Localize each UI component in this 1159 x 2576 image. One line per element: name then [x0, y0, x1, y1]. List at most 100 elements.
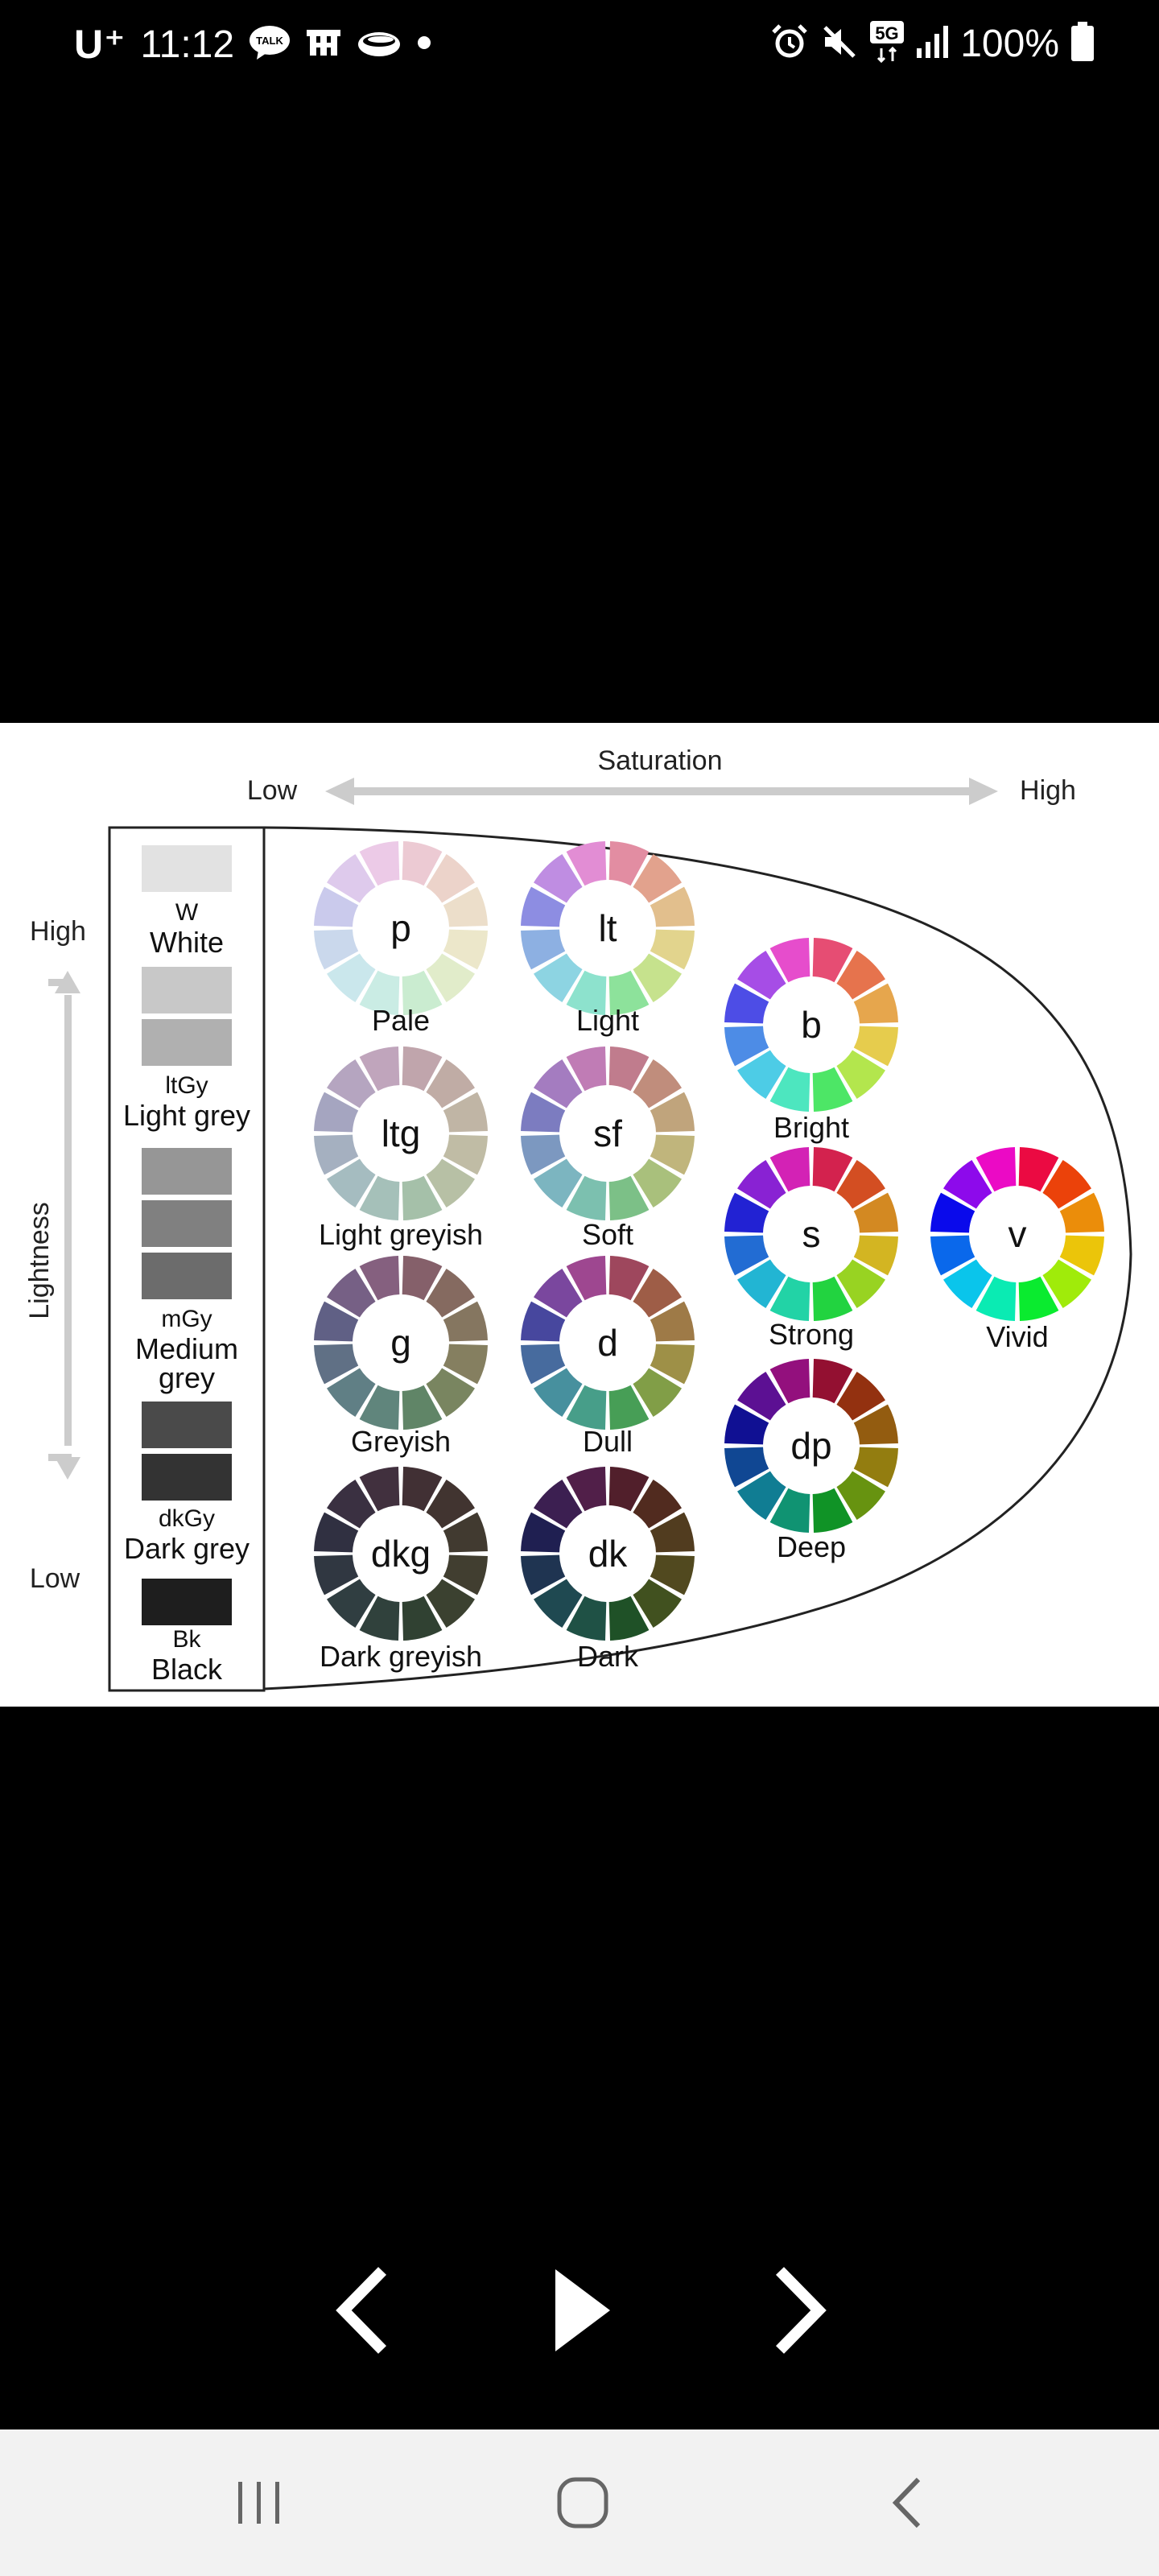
- tone-wheel-segment: [608, 1596, 650, 1641]
- tone-code-label: dp: [790, 1425, 831, 1467]
- tone-wheel-segment: [975, 1276, 1017, 1321]
- tone-wheel-segment: [769, 1276, 810, 1321]
- grey-code-label: Bk: [172, 1626, 201, 1653]
- recent-apps-button[interactable]: [195, 2458, 324, 2547]
- tone-wheel-center: [971, 1187, 1064, 1281]
- tone-wheel-dp: dp Deep: [724, 1359, 898, 1563]
- tone-wheel-segment: [443, 929, 488, 970]
- tone-wheel-segment: [853, 1447, 898, 1488]
- tone-wheel-segment: [359, 1385, 400, 1430]
- grey-swatch: [142, 1019, 232, 1066]
- grey-swatch: [142, 1148, 232, 1195]
- tone-wheel-center: [765, 978, 858, 1071]
- tone-wheel-segment: [737, 1259, 786, 1308]
- tone-name-label: Dull: [583, 1425, 633, 1458]
- tone-wheel-segment: [812, 1147, 853, 1192]
- tone-wheel-segment: [566, 1046, 607, 1092]
- tone-wheel-segment: [724, 1192, 769, 1233]
- home-icon: [557, 2477, 608, 2529]
- tone-wheel-segment: [566, 1596, 607, 1641]
- tone-wheel-segment: [853, 1192, 898, 1233]
- tone-wheel-segment: [650, 886, 695, 927]
- status-bar: U⁺ 11:12 TALK 5G 100%: [0, 0, 1159, 97]
- saturation-low-label: Low: [247, 775, 298, 806]
- tone-wheel-segment: [566, 1256, 607, 1301]
- tone-name-label: Pale: [372, 1004, 430, 1037]
- tone-wheel-segment: [314, 929, 359, 970]
- tone-wheel-segment: [1059, 1235, 1104, 1276]
- app-icon: [305, 27, 342, 63]
- tone-wheel-segment: [443, 1092, 488, 1133]
- tone-wheel-segment: [327, 953, 376, 1002]
- tone-wheel-segment: [769, 1067, 810, 1112]
- tone-wheel-segment: [769, 1147, 810, 1192]
- previous-button[interactable]: [307, 2246, 420, 2375]
- tone-wheel-segment: [812, 1488, 853, 1533]
- tone-wheel-segment: [443, 886, 488, 927]
- tone-wheel-segment: [633, 1059, 682, 1108]
- tone-code-label: p: [390, 907, 411, 949]
- tone-wheel-segment: [426, 1269, 475, 1318]
- tone-wheel-segment: [608, 1385, 650, 1430]
- tone-wheel-segment: [836, 1372, 885, 1421]
- kakaotalk-icon: TALK: [249, 25, 291, 64]
- tone-wheel-segment: [327, 1368, 376, 1417]
- tone-wheel-segment: [402, 841, 443, 886]
- tone-wheel-segment: [633, 1269, 682, 1318]
- tone-wheel-segment: [650, 929, 695, 970]
- recent-apps-icon: [238, 2482, 279, 2524]
- tone-wheel-center: [561, 1507, 654, 1600]
- previous-icon: [336, 2267, 387, 2354]
- tone-wheel-segment: [608, 1046, 650, 1092]
- tone-wheel-segment: [314, 1092, 359, 1133]
- grey-swatch: [142, 967, 232, 1013]
- tone-wheel-segment: [566, 1467, 607, 1512]
- tone-wheel-sf: sf Soft: [521, 1046, 695, 1251]
- alarm-icon: [770, 23, 809, 65]
- grey-swatch: [142, 845, 232, 892]
- tone-wheel-center: [561, 1087, 654, 1180]
- tone-wheel-segment: [812, 1067, 853, 1112]
- tone-wheel-segment: [812, 1359, 853, 1404]
- tone-wheel-segment: [443, 1554, 488, 1596]
- tone-wheel-segment: [608, 1467, 650, 1512]
- lightness-low-label: Low: [30, 1563, 80, 1594]
- tone-wheel-segment: [327, 1059, 376, 1108]
- tone-wheel-segment: [737, 1372, 786, 1421]
- grey-swatch: [142, 1402, 232, 1448]
- next-icon: [775, 2267, 827, 2354]
- home-button[interactable]: [518, 2458, 647, 2547]
- back-button[interactable]: [842, 2458, 971, 2547]
- tone-wheel-segment: [314, 1512, 359, 1553]
- tone-wheel-segment: [521, 1512, 566, 1553]
- grey-scale-panel: [108, 826, 266, 1692]
- tone-wheel-segment: [650, 1301, 695, 1342]
- tone-wheel-segment: [327, 854, 376, 903]
- tone-wheel-segment: [402, 1385, 443, 1430]
- tone-wheel-segment: [534, 1480, 583, 1529]
- tone-wheel-segment: [402, 1596, 443, 1641]
- tone-wheel-segment: [534, 1269, 583, 1318]
- signal-icon: [917, 24, 949, 64]
- tone-wheel-segment: [402, 1467, 443, 1512]
- tone-wheel-segment: [769, 1488, 810, 1533]
- tone-wheel-segment: [812, 938, 853, 983]
- tone-wheel-segment: [650, 1092, 695, 1133]
- back-icon: [892, 2477, 921, 2529]
- grey-swatch: [142, 1253, 232, 1299]
- saturation-axis-label: Saturation: [598, 745, 723, 776]
- play-button[interactable]: [525, 2246, 637, 2375]
- tone-wheel-segment: [443, 1512, 488, 1553]
- tone-wheel-segment: [943, 1160, 992, 1209]
- next-button[interactable]: [742, 2246, 855, 2375]
- grey-swatch: [142, 1454, 232, 1501]
- tone-name-label: Light greyish: [319, 1218, 483, 1251]
- tone-name-label: Strong: [769, 1318, 854, 1351]
- tone-wheel-center: [354, 1507, 448, 1600]
- tone-wheel-ltg: ltg Light greyish: [314, 1046, 488, 1251]
- grey-name-label-line2: grey: [159, 1361, 215, 1394]
- tone-wheel-segment: [359, 1467, 400, 1512]
- grey-code-label: mGy: [161, 1306, 212, 1332]
- tone-wheel-segment: [314, 1344, 359, 1385]
- tone-wheel-segment: [426, 1368, 475, 1417]
